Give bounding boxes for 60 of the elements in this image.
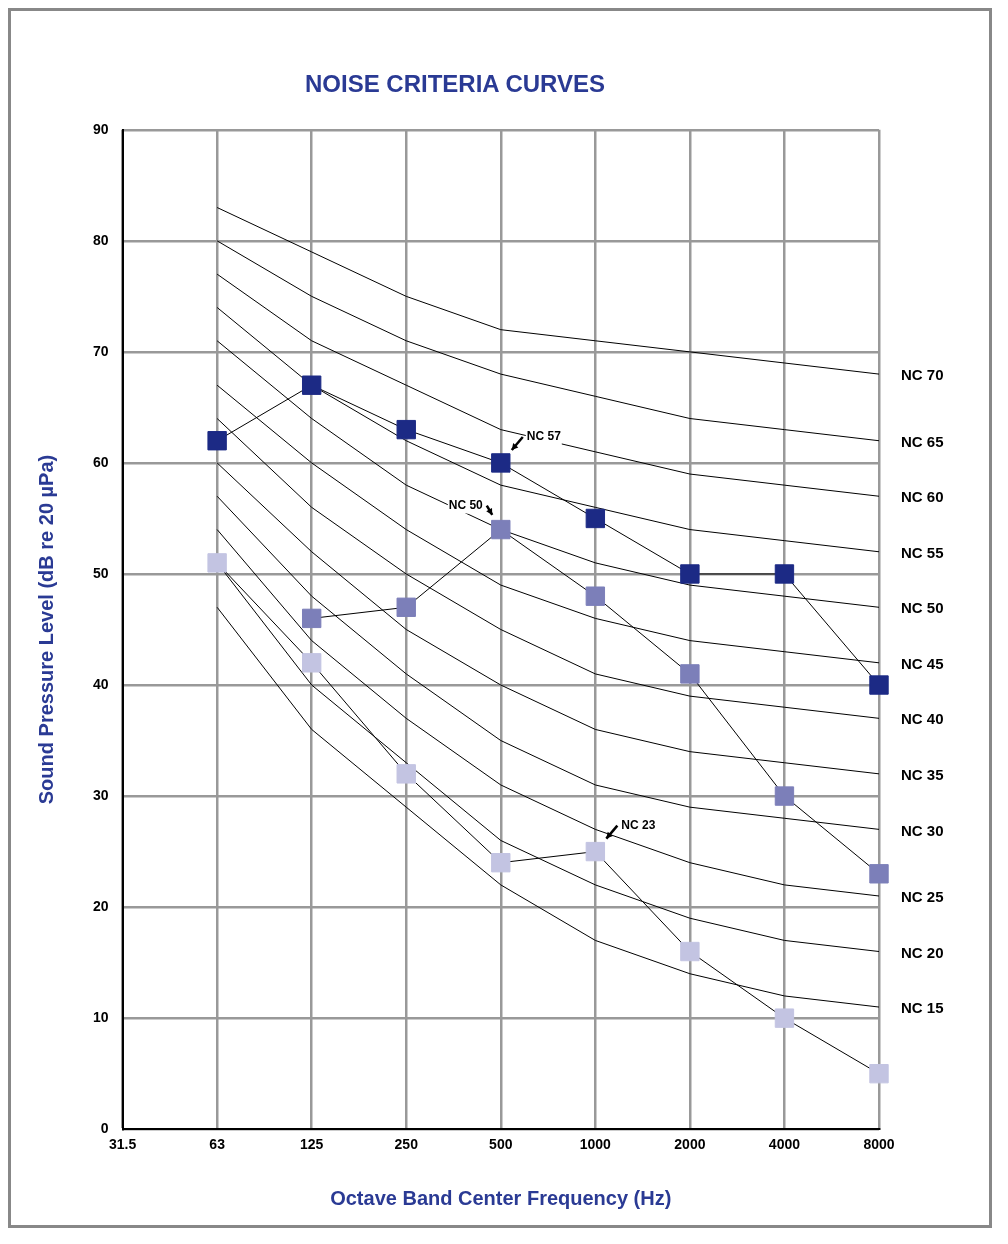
series-label: NC 70 [901, 366, 944, 384]
x-tick-label: 4000 [768, 1136, 801, 1153]
y-axis-title: Sound Pressure Level (dB re 20 µPa) [34, 454, 57, 805]
y-tick-label: 20 [92, 897, 109, 914]
series-label: NC 30 [901, 821, 944, 839]
point [869, 864, 889, 884]
series-label: NC 50 [901, 599, 944, 617]
point [869, 675, 889, 695]
x-tick-label: 125 [300, 1136, 324, 1153]
x-tick-label: 500 [489, 1136, 513, 1153]
point [491, 519, 511, 540]
annotation: NC 57 [526, 429, 562, 444]
series-label: NC 15 [901, 999, 944, 1017]
point [207, 553, 227, 573]
y-tick-label: 90 [92, 120, 109, 137]
point [774, 786, 795, 806]
x-tick-label: 63 [209, 1136, 226, 1153]
point [680, 941, 700, 962]
series-label: NC 20 [901, 943, 944, 961]
point [491, 453, 511, 473]
point [774, 564, 795, 584]
point [396, 764, 416, 784]
point [301, 608, 322, 629]
y-tick-label: 50 [92, 564, 109, 581]
series-label: NC 60 [901, 488, 944, 506]
point [396, 419, 416, 440]
x-tick-label: 8000 [863, 1136, 895, 1153]
chart-title: NOISE CRITERIA CURVES [304, 70, 606, 98]
y-tick-label: 40 [92, 675, 109, 692]
point [585, 508, 606, 529]
annotation: NC 23 [621, 817, 656, 832]
y-tick-label: 10 [92, 1009, 109, 1026]
point [680, 664, 700, 684]
series-label: NC 45 [901, 654, 944, 672]
y-tick-label: 60 [92, 453, 109, 470]
point [301, 653, 322, 673]
point [680, 564, 700, 584]
point [774, 1008, 795, 1028]
y-tick-label: 80 [92, 231, 109, 248]
point [585, 841, 606, 862]
point [585, 586, 606, 606]
point [869, 1063, 889, 1084]
point [396, 597, 416, 617]
series-label: NC 55 [901, 543, 944, 561]
y-tick-label: 0 [100, 1120, 109, 1137]
series-label: NC 35 [901, 766, 944, 783]
point [301, 375, 322, 395]
y-tick-label: 70 [92, 342, 109, 359]
series-label: NC 65 [901, 432, 944, 450]
x-tick-label: 31.5 [108, 1136, 137, 1153]
x-tick-label: 1000 [579, 1136, 612, 1153]
y-tick-label: 30 [92, 786, 109, 803]
x-axis-title: Octave Band Center Frequency (Hz) [330, 1186, 672, 1209]
series-label: NC 40 [901, 710, 944, 728]
x-tick-label: 250 [394, 1136, 419, 1153]
series-label: NC 25 [901, 888, 944, 906]
annotation: NC 50 [448, 497, 484, 512]
point [207, 431, 227, 451]
x-tick-label: 2000 [674, 1136, 706, 1153]
point [491, 853, 511, 873]
